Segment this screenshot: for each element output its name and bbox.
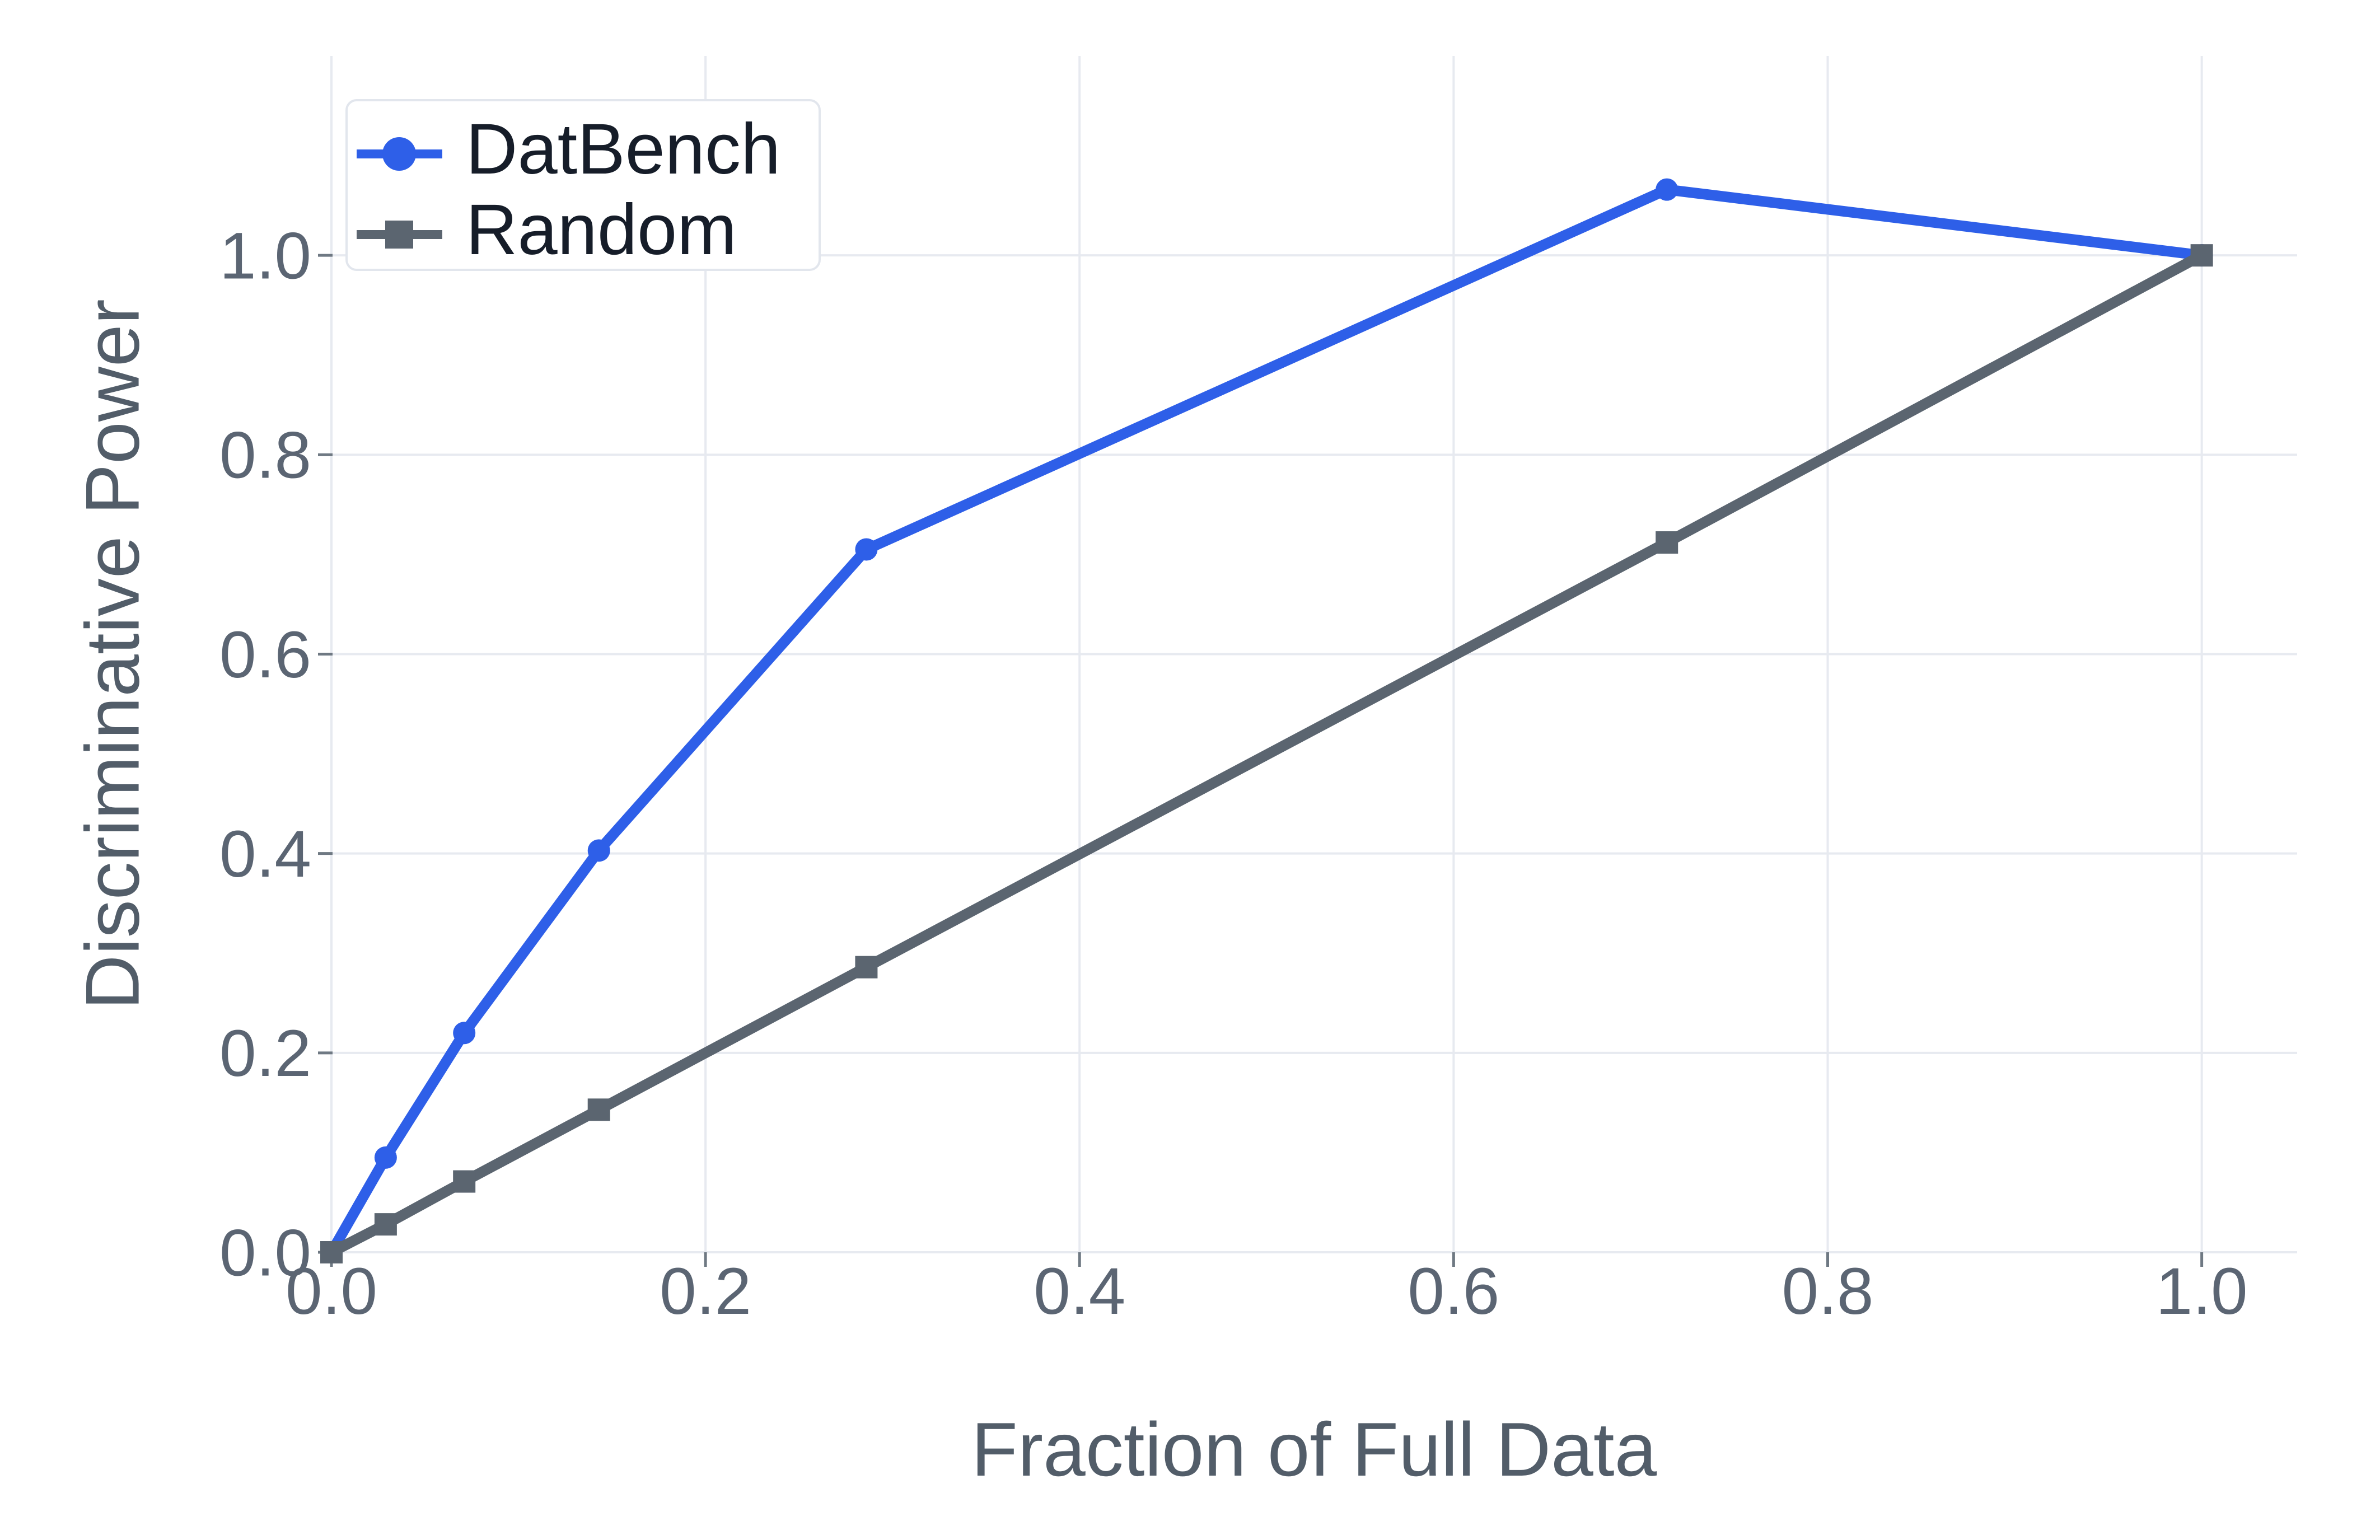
random-point [855,956,878,979]
x-axis-label: Fraction of Full Data [971,1407,1657,1492]
random-point [2190,244,2213,267]
random-point [374,1213,397,1236]
x-tick-label: 0.2 [660,1255,751,1328]
y-tick-label: 0.0 [219,1216,311,1290]
datbench-point [453,1022,476,1045]
y-tick-label: 0.2 [219,1017,311,1090]
legend-label-datbench: DatBench [466,109,780,189]
y-tick-label: 0.4 [219,817,311,891]
datbench-point [1656,178,1678,201]
x-tick-label: 0.4 [1034,1255,1125,1328]
legend-label-random: Random [466,190,737,270]
random-point [453,1170,476,1193]
data-series [320,178,2213,1263]
tick-labels: 0.0 0.2 0.4 0.6 0.8 1.0 0.0 0.2 0.4 0.6 0.8 1.0 [219,219,2248,1328]
legend-item-datbench: DatBench [357,109,780,189]
x-tick-label: 0.6 [1408,1255,1499,1328]
y-axis-label: Discriminative Power [70,299,155,1010]
datbench-point [374,1146,397,1169]
random-square-marker-icon [385,221,413,249]
datbench-line [326,184,2208,1258]
datbench-point [587,839,610,862]
legend: DatBench Random [345,99,821,271]
random-point [320,1241,343,1263]
y-tick-label: 0.6 [219,618,311,692]
y-tick-label: 1.0 [219,219,311,293]
x-tick-label: 1.0 [2156,1255,2248,1328]
datbench-circle-marker-icon [382,137,416,171]
x-tick-label: 0.8 [1782,1255,1873,1328]
random-line [326,250,2208,1258]
random-point [587,1098,610,1121]
y-tick-label: 0.8 [219,419,311,493]
datbench-point [855,538,878,561]
random-point [1656,531,1678,554]
legend-box [345,99,821,271]
x-tick-label: 0.0 [286,1255,377,1328]
legend-item-random: Random [357,190,737,270]
